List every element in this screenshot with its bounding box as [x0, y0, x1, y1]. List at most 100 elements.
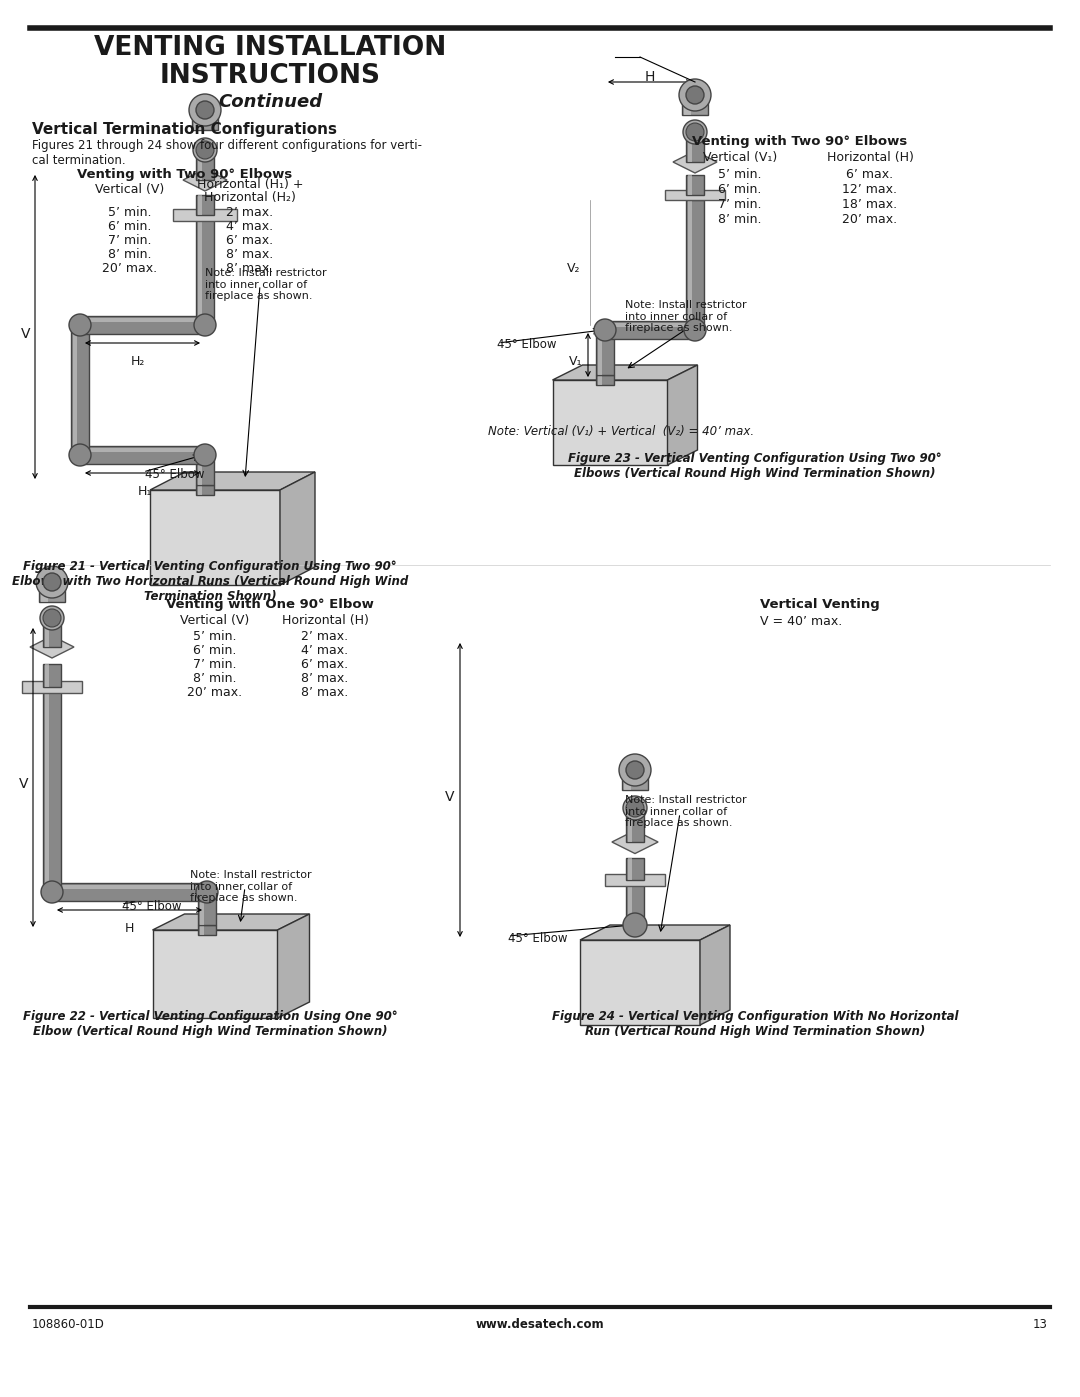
Text: 2’ max.: 2’ max. [301, 630, 349, 643]
Text: 45° Elbow: 45° Elbow [122, 900, 181, 914]
Polygon shape [580, 940, 700, 1025]
Circle shape [684, 319, 706, 341]
Text: 108860-01D: 108860-01D [32, 1317, 105, 1331]
Text: 6’ min.: 6’ min. [718, 183, 761, 196]
Circle shape [41, 882, 63, 902]
Polygon shape [195, 485, 214, 495]
Polygon shape [43, 664, 60, 687]
Text: 6’ min.: 6’ min. [108, 219, 151, 233]
Polygon shape [80, 448, 205, 453]
Polygon shape [622, 770, 648, 789]
Text: Venting with One 90° Elbow: Venting with One 90° Elbow [166, 598, 374, 610]
Text: Continued: Continued [218, 94, 322, 110]
Polygon shape [195, 196, 214, 215]
Polygon shape [605, 323, 696, 327]
Text: Vertical Termination Configurations: Vertical Termination Configurations [32, 122, 337, 137]
Text: Venting with Two 90° Elbows: Venting with Two 90° Elbows [78, 168, 293, 182]
Polygon shape [626, 814, 644, 842]
Text: 20’ max.: 20’ max. [842, 212, 897, 226]
Text: 20’ max.: 20’ max. [188, 686, 243, 698]
Polygon shape [198, 219, 202, 326]
Polygon shape [198, 155, 202, 180]
Polygon shape [688, 175, 692, 196]
Text: Horizontal (H₂): Horizontal (H₂) [204, 191, 296, 204]
Text: 6’ max.: 6’ max. [301, 658, 349, 671]
Text: Horizontal (H): Horizontal (H) [826, 151, 914, 163]
Polygon shape [684, 95, 691, 115]
Circle shape [683, 120, 707, 144]
Polygon shape [688, 200, 692, 330]
Circle shape [189, 94, 221, 126]
Polygon shape [198, 196, 202, 215]
Text: Figure 23 - Vertical Venting Configuration Using Two 90°
Elbows (Vertical Round : Figure 23 - Vertical Venting Configurati… [568, 453, 942, 481]
Polygon shape [627, 814, 632, 842]
Polygon shape [198, 893, 216, 925]
Polygon shape [681, 95, 708, 115]
Text: Note: Install restrictor
into inner collar of
fireplace as shown.: Note: Install restrictor into inner coll… [205, 268, 326, 302]
Text: Note: Install restrictor
into inner collar of
fireplace as shown.: Note: Install restrictor into inner coll… [190, 870, 312, 904]
Polygon shape [627, 858, 632, 880]
Circle shape [679, 80, 711, 110]
Polygon shape [598, 374, 602, 386]
Circle shape [194, 444, 216, 467]
Polygon shape [80, 316, 205, 334]
Polygon shape [624, 770, 631, 789]
Polygon shape [73, 326, 77, 455]
Text: Note: Install restrictor
into inner collar of
fireplace as shown.: Note: Install restrictor into inner coll… [625, 300, 746, 334]
Circle shape [626, 799, 644, 817]
Text: Figure 24 - Vertical Venting Configuration With No Horizontal
Run (Vertical Roun: Figure 24 - Vertical Venting Configurati… [552, 1010, 958, 1038]
Polygon shape [30, 636, 75, 658]
Polygon shape [686, 138, 704, 162]
Polygon shape [626, 858, 644, 880]
Polygon shape [71, 326, 89, 455]
Polygon shape [198, 925, 216, 935]
Circle shape [619, 754, 651, 787]
Text: 8’ max.: 8’ max. [227, 263, 273, 275]
Text: 6’ max.: 6’ max. [227, 235, 273, 247]
Text: 13: 13 [1034, 1317, 1048, 1331]
Polygon shape [553, 365, 698, 380]
Polygon shape [605, 875, 665, 886]
Polygon shape [200, 925, 204, 935]
Circle shape [69, 444, 91, 467]
Polygon shape [80, 446, 205, 464]
Polygon shape [195, 455, 214, 485]
Polygon shape [45, 664, 49, 687]
Circle shape [193, 138, 217, 162]
Text: Horizontal (H₁) +: Horizontal (H₁) + [197, 177, 303, 191]
Polygon shape [150, 490, 280, 585]
Circle shape [626, 761, 644, 780]
Text: Note: Install restrictor
into inner collar of
fireplace as shown.: Note: Install restrictor into inner coll… [625, 795, 746, 828]
Polygon shape [580, 925, 730, 940]
Text: 5’ min.: 5’ min. [718, 168, 761, 182]
Polygon shape [627, 886, 632, 925]
Circle shape [195, 141, 214, 159]
Text: V: V [21, 327, 30, 341]
Text: 8’ max.: 8’ max. [301, 672, 349, 685]
Polygon shape [41, 583, 48, 602]
Text: 45° Elbow: 45° Elbow [497, 338, 556, 351]
Polygon shape [194, 110, 201, 130]
Text: 6’ max.: 6’ max. [847, 168, 893, 182]
Text: 8’ min.: 8’ min. [108, 249, 152, 261]
Polygon shape [43, 692, 60, 893]
Polygon shape [195, 219, 214, 326]
Text: Figure 22 - Vertical Venting Configuration Using One 90°
Elbow (Vertical Round H: Figure 22 - Vertical Venting Configurati… [23, 1010, 397, 1038]
Text: 8’ min.: 8’ min. [193, 672, 237, 685]
Text: 12’ max.: 12’ max. [842, 183, 897, 196]
Circle shape [594, 319, 616, 341]
Text: 4’ max.: 4’ max. [227, 219, 273, 233]
Circle shape [194, 314, 216, 337]
Text: V: V [445, 789, 454, 805]
Text: 5’ min.: 5’ min. [108, 205, 152, 219]
Polygon shape [80, 319, 205, 321]
Polygon shape [43, 624, 60, 647]
Text: 7’ min.: 7’ min. [718, 198, 761, 211]
Text: H: H [124, 922, 134, 935]
Circle shape [195, 101, 214, 119]
Text: 8’ max.: 8’ max. [301, 686, 349, 698]
Text: Vertical (V): Vertical (V) [180, 615, 249, 627]
Polygon shape [278, 914, 310, 1018]
Polygon shape [22, 680, 82, 693]
Text: 18’ max.: 18’ max. [842, 198, 897, 211]
